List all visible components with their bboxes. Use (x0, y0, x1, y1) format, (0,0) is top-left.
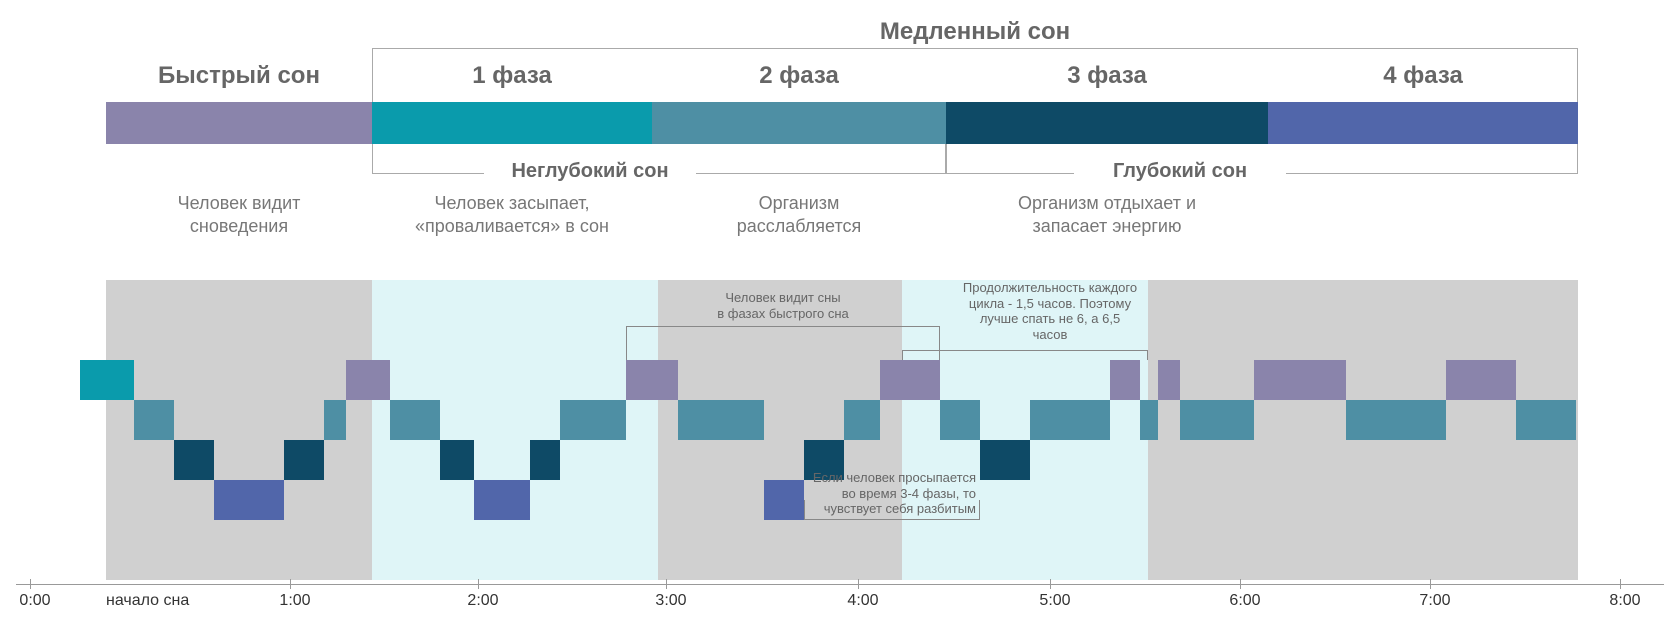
hypnogram-cell-9 (474, 480, 530, 520)
axis-label-5: 5:00 (1030, 592, 1080, 610)
phase-1-description: Человек засыпает,«проваливается» в сон (372, 192, 652, 237)
hypnogram-cell-20 (1030, 400, 1110, 440)
hypnogram-cell-27 (1446, 360, 1516, 400)
axis-tick-8 (1620, 579, 1621, 589)
hypnogram-cell-26 (1346, 400, 1446, 440)
legend-segment-2 (652, 102, 946, 144)
axis-tick-6 (1240, 579, 1241, 589)
hypnogram-cell-0 (80, 360, 134, 400)
hypnogram-cell-7 (390, 400, 440, 440)
axis-tick-1 (290, 579, 291, 589)
hypnogram-cell-28 (1516, 400, 1576, 440)
axis-tick-2 (478, 579, 479, 589)
axis-label-4: 4:00 (838, 592, 888, 610)
callout-dreams-text: Человек видит сныв фазах быстрого сна (626, 290, 940, 321)
hypnogram-cell-10 (530, 440, 560, 480)
legend-segment-0 (106, 102, 372, 144)
axis-label-3: 3:00 (646, 592, 696, 610)
axis-tick-5 (1050, 579, 1051, 589)
callout-duration-text: Продолжительность каждогоцикла - 1,5 час… (932, 280, 1168, 342)
hypnogram-cell-2 (174, 440, 214, 480)
hypnogram-cell-13 (678, 400, 764, 440)
axis-label-0: 0:00 (10, 592, 60, 610)
slow-sleep-title: Медленный сон (372, 18, 1578, 46)
hypnogram-cell-21 (1110, 360, 1140, 400)
axis-label-2: 2:00 (458, 592, 508, 610)
deep-bracket-left (946, 144, 1074, 174)
phase-2-description: Организмрасслабляется (652, 192, 946, 237)
hypnogram-cell-12 (626, 360, 678, 400)
legend-segment-1 (372, 102, 652, 144)
shallow-sleep-label: Неглубокий сон (490, 160, 690, 183)
axis-label-1: 1:00 (270, 592, 320, 610)
hypnogram-cell-14 (764, 480, 804, 520)
legend-segment-4 (1268, 102, 1578, 144)
hypnogram-cell-23 (1158, 360, 1180, 400)
axis-start-label: начало сна (106, 592, 246, 610)
rem-description: Человек видитсноведения (106, 192, 372, 237)
hypnogram-cell-18 (940, 400, 980, 440)
callout-dreams-bracket (626, 326, 940, 360)
axis-label-8: 8:00 (1600, 592, 1650, 610)
hypnogram-cell-8 (440, 440, 474, 480)
hypnogram-cell-3 (214, 480, 284, 520)
shallow-bracket-left (372, 144, 484, 174)
axis-tick-7 (1430, 579, 1431, 589)
deep-sleep-label: Глубокий сон (1080, 160, 1280, 183)
hypnogram-cell-22 (1140, 400, 1158, 440)
axis-tick-4 (858, 579, 859, 589)
hypnogram-cell-11 (560, 400, 626, 440)
axis-label-6: 6:00 (1220, 592, 1270, 610)
hypnogram-cell-19 (980, 440, 1030, 480)
hypnogram-cell-1 (134, 400, 174, 440)
slow-sleep-bracket (372, 48, 1578, 102)
legend-segment-3 (946, 102, 1268, 144)
axis-tick-0 (30, 579, 31, 589)
callout-broken-text: Если человек просыпаетсяво время 3-4 фаз… (808, 470, 976, 517)
rem-sleep-title: Быстрый сон (106, 62, 372, 90)
callout-duration-bracket (902, 350, 1148, 360)
deep-bracket-right (1286, 144, 1578, 174)
hypnogram-cell-4 (284, 440, 324, 480)
hypnogram-cell-5 (324, 400, 346, 440)
time-axis-line (16, 584, 1664, 585)
axis-tick-3 (666, 579, 667, 589)
hypnogram-cell-16 (844, 400, 880, 440)
axis-label-7: 7:00 (1410, 592, 1460, 610)
shallow-bracket-right (696, 144, 946, 174)
hypnogram-cell-6 (346, 360, 390, 400)
deep-description: Организм отдыхает изапасает энергию (946, 192, 1268, 237)
hypnogram-cell-17 (880, 360, 940, 400)
hypnogram-cell-24 (1180, 400, 1254, 440)
hypnogram-cell-25 (1254, 360, 1346, 400)
